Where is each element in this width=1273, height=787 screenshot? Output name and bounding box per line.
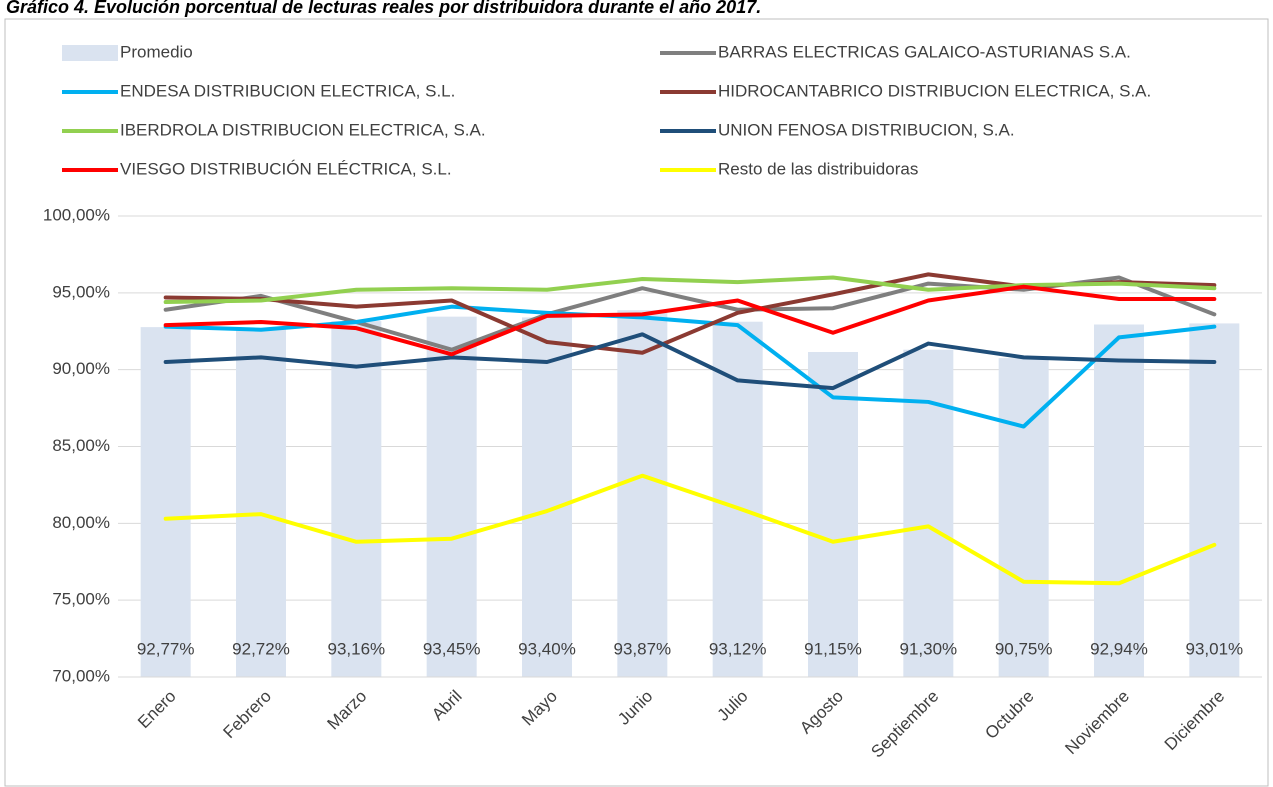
legend-label: BARRAS ELECTRICAS GALAICO-ASTURIANAS S.A… xyxy=(718,42,1131,61)
bar xyxy=(998,358,1049,677)
y-tick-label: 70,00% xyxy=(52,666,110,685)
legend-label: Promedio xyxy=(120,42,193,61)
legend-label: HIDROCANTABRICO DISTRIBUCION ELECTRICA, … xyxy=(718,81,1151,100)
bar-value-label: 90,75% xyxy=(995,639,1053,658)
bar xyxy=(140,327,191,677)
y-tick-label: 75,00% xyxy=(52,590,110,609)
bar-value-label: 93,01% xyxy=(1185,639,1243,658)
bar-value-label: 93,45% xyxy=(423,639,481,658)
bar xyxy=(808,351,858,677)
legend-swatch xyxy=(62,45,118,61)
y-tick-label: 85,00% xyxy=(52,436,110,455)
bar xyxy=(426,316,477,677)
bar-value-label: 92,72% xyxy=(232,639,290,658)
bar xyxy=(522,317,572,677)
chart-title: Gráfico 4. Evolución porcentual de lectu… xyxy=(6,0,761,17)
line-series xyxy=(163,284,1217,357)
bar-value-label: 93,40% xyxy=(518,639,576,658)
bar-value-label: 93,12% xyxy=(709,639,767,658)
bar-value-label: 92,94% xyxy=(1090,639,1148,658)
legend-label: ENDESA DISTRIBUCION ELECTRICA, S.L. xyxy=(120,81,455,100)
y-tick-label: 95,00% xyxy=(52,282,110,301)
legend-label: Resto de las distribuidoras xyxy=(718,159,918,178)
bar-value-label: 93,87% xyxy=(613,639,671,658)
bar xyxy=(617,310,668,677)
legend-label: UNION FENOSA DISTRIBUCION, S.A. xyxy=(718,120,1015,139)
legend-label: VIESGO DISTRIBUCIÓN ELÉCTRICA, S.L. xyxy=(120,159,452,178)
line-series xyxy=(163,275,1217,305)
y-tick-label: 80,00% xyxy=(52,513,110,532)
bar xyxy=(1094,324,1144,677)
line-series xyxy=(163,304,1217,429)
bar xyxy=(331,321,382,677)
bar xyxy=(236,327,286,677)
line-series xyxy=(163,332,1217,391)
line-series xyxy=(163,473,1217,586)
bar-value-label: 91,15% xyxy=(804,639,862,658)
bar xyxy=(712,321,763,677)
bar-value-label: 92,77% xyxy=(137,639,195,658)
legend-label: IBERDROLA DISTRIBUCION ELECTRICA, S.A. xyxy=(120,120,486,139)
bar xyxy=(1189,323,1240,677)
bar-value-label: 91,30% xyxy=(899,639,957,658)
y-tick-label: 100,00% xyxy=(43,205,110,224)
y-tick-label: 90,00% xyxy=(52,359,110,378)
bar-value-label: 93,16% xyxy=(327,639,385,658)
bar xyxy=(903,349,954,677)
